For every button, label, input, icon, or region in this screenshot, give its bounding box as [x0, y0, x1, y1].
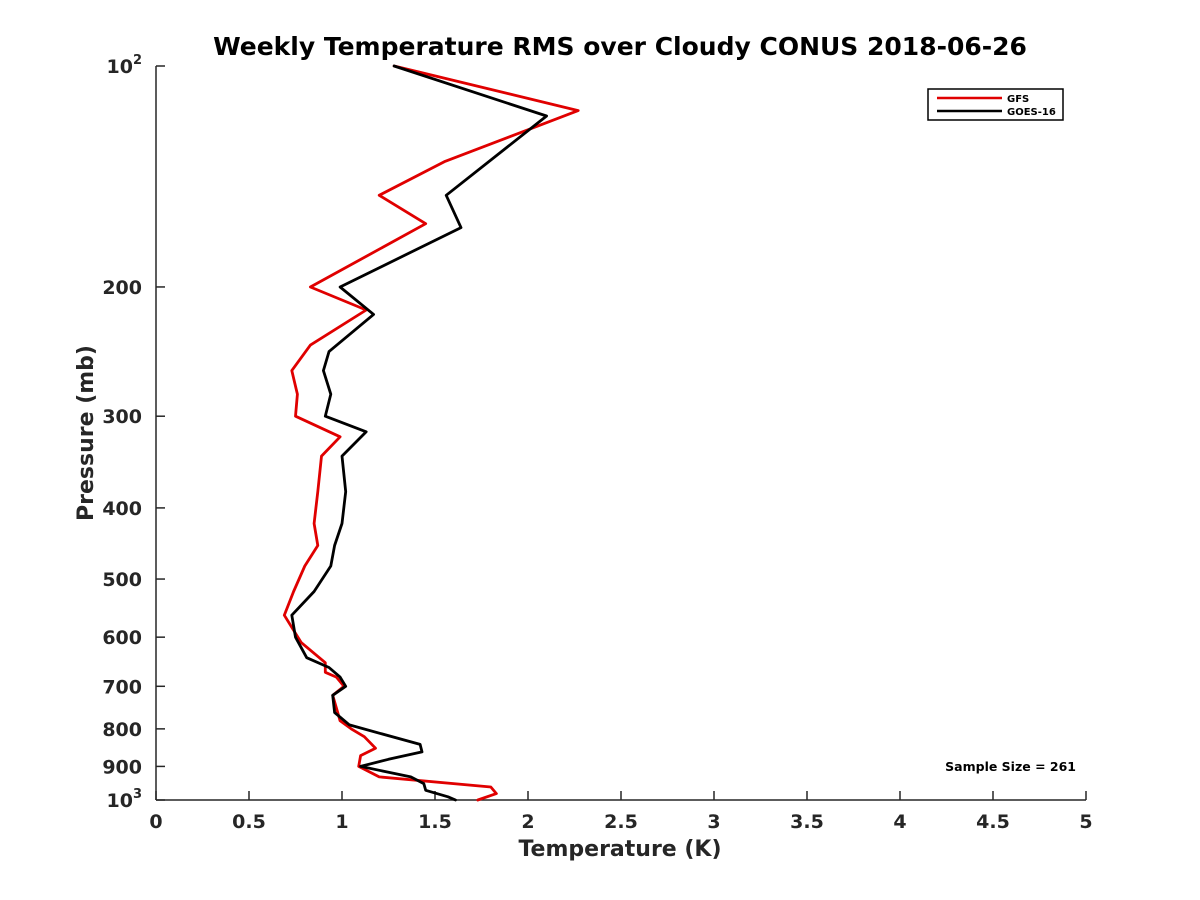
- x-tick-label: 0: [149, 811, 162, 833]
- y-tick-label: 200: [102, 277, 142, 299]
- y-tick-label: 500: [102, 569, 142, 591]
- legend-label: GFS: [1007, 94, 1029, 105]
- series-line-gfs: [282, 64, 580, 802]
- x-tick-label: 1.5: [418, 811, 452, 833]
- y-axis-ticks: 102 200 300 400 500 600 700 800 900 103: [102, 53, 165, 812]
- x-tick-label: 0.5: [232, 811, 266, 833]
- series-lines: [282, 64, 580, 802]
- y-axis-label: Pressure (mb): [74, 345, 99, 521]
- x-tick-label: 3.5: [790, 811, 824, 833]
- y-tick-label: 700: [102, 676, 142, 698]
- x-tick-label: 1: [335, 811, 348, 833]
- x-tick-label: 5: [1079, 811, 1092, 833]
- x-axis-label: Temperature (K): [518, 837, 721, 862]
- sample-size-annotation: Sample Size = 261: [945, 759, 1076, 774]
- legend-label: GOES-16: [1007, 107, 1056, 118]
- y-tick-label: 102: [107, 53, 143, 78]
- y-tick-label: 800: [102, 719, 142, 741]
- legend-items: GFS GOES-16: [937, 94, 1056, 118]
- y-tick-label: 103: [107, 787, 143, 812]
- chart-title: Weekly Temperature RMS over Cloudy CONUS…: [213, 32, 1027, 61]
- y-tick-label: 900: [102, 756, 142, 778]
- x-tick-label: 2: [521, 811, 534, 833]
- x-axis-ticks: 0 0.5 1 1.5 2 2.5 3 3.5 4 4.5 5: [149, 791, 1093, 833]
- x-tick-label: 4: [893, 811, 906, 833]
- y-tick-label: 300: [102, 406, 142, 428]
- legend: GFS GOES-16: [927, 88, 1064, 121]
- x-tick-label: 3: [707, 811, 720, 833]
- y-tick-label: 600: [102, 627, 142, 649]
- x-tick-label: 2.5: [604, 811, 638, 833]
- legend-box: [927, 88, 1064, 121]
- x-tick-label: 4.5: [976, 811, 1010, 833]
- series-line-goes-16: [290, 64, 548, 802]
- y-tick-label: 400: [102, 498, 142, 520]
